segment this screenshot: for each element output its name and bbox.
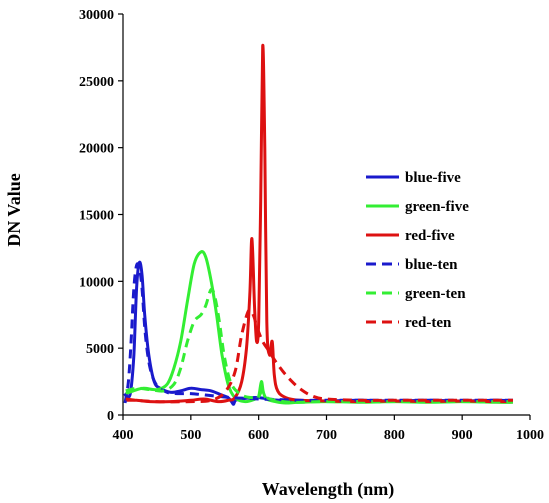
x-tick-label: 400	[113, 428, 134, 443]
legend-label-blue-five: blue-five	[405, 170, 461, 186]
x-tick-label: 600	[248, 428, 269, 443]
series-line-blue-ten	[123, 262, 513, 404]
series-line-green-five	[125, 250, 514, 405]
y-tick-label: 15000	[79, 209, 114, 224]
y-tick-label: 25000	[79, 75, 114, 90]
x-tick-label: 900	[452, 428, 473, 443]
x-tick-label: 500	[180, 428, 201, 443]
y-tick-label: 10000	[79, 275, 114, 290]
series-lines	[123, 43, 514, 406]
legend-label-red-ten: red-ten	[405, 315, 452, 331]
legend-label-red-five: red-five	[405, 228, 455, 244]
series-line-green-ten	[125, 287, 513, 404]
y-tick-label: 30000	[79, 8, 114, 23]
x-tick-label: 800	[384, 428, 405, 443]
y-tick-label: 20000	[79, 142, 114, 157]
x-tick-label: 1000	[516, 428, 544, 443]
series-line-red-five	[125, 43, 514, 404]
y-tick-label: 0	[107, 409, 114, 424]
legend-label-green-five: green-five	[405, 199, 469, 215]
axes: 0 5000 10000 15000 20000 25000 30000 400 500 600 7…	[79, 8, 544, 443]
legend-label-green-ten: green-ten	[405, 286, 466, 302]
x-tick-label: 700	[316, 428, 337, 443]
x-axis-title: Wavelength (nm)	[262, 479, 395, 500]
y-axis-title: DN Value	[4, 173, 24, 247]
series-line-red-ten	[125, 308, 513, 404]
legend: blue-five green-five red-five blue-ten green…	[366, 170, 469, 331]
legend-label-blue-ten: blue-ten	[405, 257, 458, 273]
y-tick-label: 5000	[86, 342, 114, 357]
